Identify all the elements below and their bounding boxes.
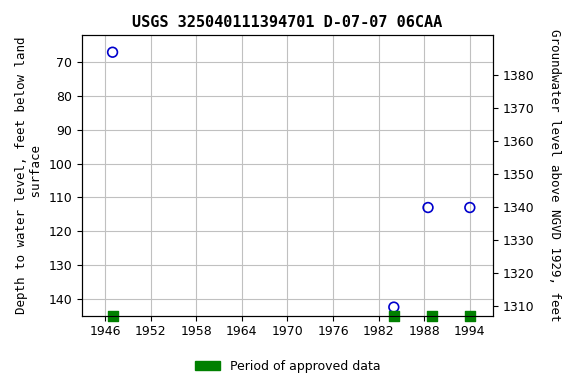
Point (465, 204, 475, 210)
Point (389, 304, 399, 310)
Point (465, 313, 475, 319)
Point (389, 313, 399, 319)
Point (108, 49, 117, 55)
Point (427, 313, 437, 319)
Point (108, 313, 117, 319)
Point (423, 204, 433, 210)
Legend: Period of approved data: Period of approved data (190, 355, 386, 378)
Y-axis label: Groundwater level above NGVD 1929, feet: Groundwater level above NGVD 1929, feet (548, 29, 561, 322)
Title: USGS 325040111394701 D-07-07 06CAA: USGS 325040111394701 D-07-07 06CAA (132, 15, 442, 30)
Y-axis label: Depth to water level, feet below land
 surface: Depth to water level, feet below land su… (15, 37, 43, 314)
